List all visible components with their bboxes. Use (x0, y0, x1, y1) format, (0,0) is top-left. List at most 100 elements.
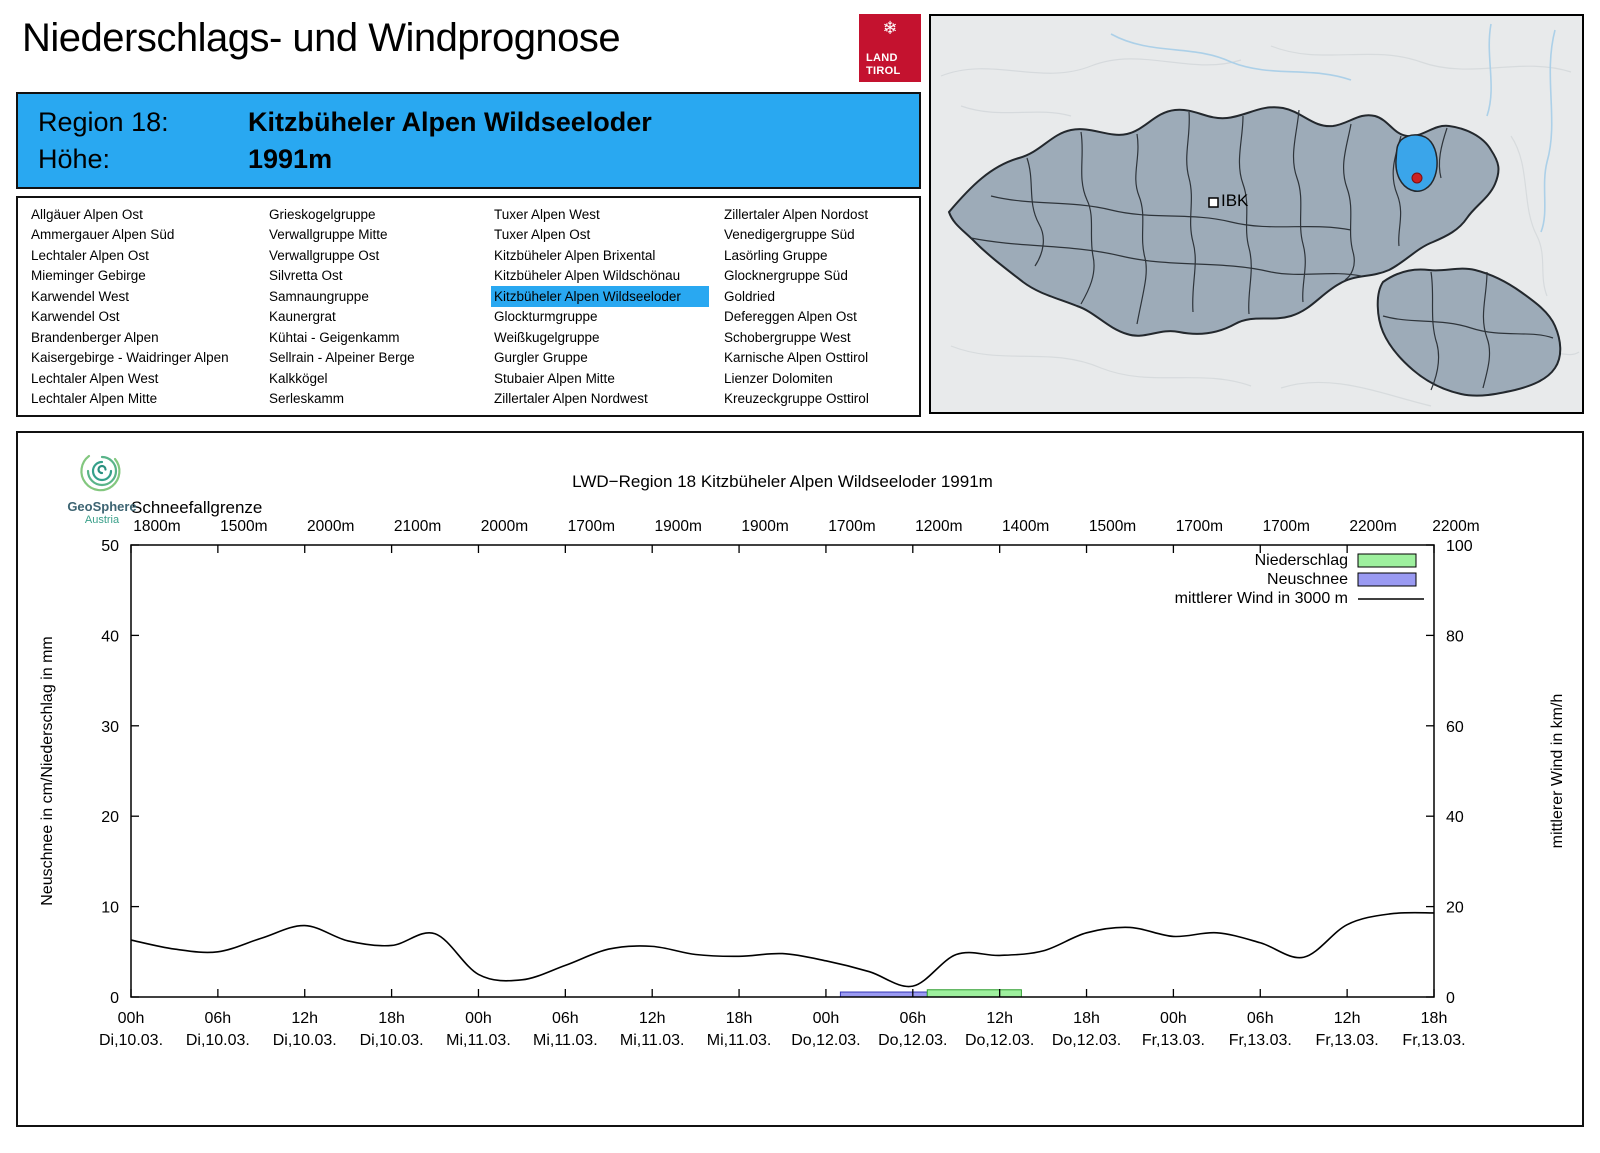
region-list-item[interactable]: Lienzer Dolomiten (724, 370, 833, 386)
y-tick-right: 40 (1446, 809, 1464, 826)
x-tick-time: 12h (1334, 1010, 1361, 1027)
region-list-item[interactable]: Defereggen Alpen Ost (724, 309, 857, 325)
north-tirol-region[interactable] (947, 106, 1500, 337)
region-list-item[interactable]: Weißkugelgruppe (494, 329, 600, 345)
schneefallgrenze-value: 1700m (1176, 518, 1223, 535)
region-list-item[interactable]: Gurgler Gruppe (494, 350, 588, 366)
region-list-item[interactable]: Lechtaler Alpen Mitte (31, 391, 158, 407)
logo-line-land: LAND (866, 52, 898, 65)
y-tick-right: 100 (1446, 538, 1473, 555)
region-list-item[interactable]: Kalkkögel (269, 370, 328, 386)
schneefallgrenze-value: 1500m (1089, 518, 1136, 535)
region-borders (970, 109, 1448, 325)
region-list-item[interactable]: Karnische Alpen Osttirol (724, 350, 869, 366)
forecast-chart: LWD−Region 18 Kitzbüheler Alpen Wildseel… (39, 472, 1566, 1049)
region-list-item[interactable]: Schobergruppe West (724, 329, 851, 345)
x-tick-date: Mi,11.03. (707, 1032, 772, 1049)
region-list-item[interactable]: Stubaier Alpen Mitte (494, 370, 615, 386)
x-tick-time: 12h (291, 1010, 318, 1027)
east-tirol-region[interactable] (1376, 267, 1562, 397)
region-list-item[interactable]: Lasörling Gruppe (724, 247, 828, 263)
east-tirol-outline[interactable] (1376, 267, 1562, 397)
x-tick-time: 12h (639, 1010, 666, 1027)
region-list-item[interactable]: Goldried (724, 288, 776, 304)
region-list-item[interactable]: Lechtaler Alpen Ost (31, 247, 149, 263)
y-tick-left: 0 (110, 990, 119, 1007)
legend-swatch (1357, 572, 1417, 587)
legend-swatch (1357, 553, 1417, 568)
logo-line-tirol: TIROL (866, 64, 901, 77)
x-tick-date: Fr,13.03. (1142, 1032, 1205, 1049)
region-list-item[interactable]: Zillertaler Alpen Nordost (724, 206, 869, 222)
schneefallgrenze-value: 2200m (1349, 518, 1396, 535)
region-list-item[interactable]: Ammergauer Alpen Süd (31, 227, 175, 243)
forecast-chart-panel: GeoSphere Austria LWD−Region 18 Kitzbühe… (16, 431, 1584, 1127)
region-borders-east (1382, 271, 1554, 391)
region-list-item[interactable]: Serleskamm (269, 391, 345, 407)
schneefallgrenze-value: 2000m (481, 518, 528, 535)
region-list-item[interactable]: Grieskogelgruppe (269, 206, 376, 222)
x-tick-time: 00h (465, 1010, 492, 1027)
station-marker-dot (1411, 172, 1423, 184)
region-list-item[interactable]: Zillertaler Alpen Nordwest (494, 391, 648, 407)
chart-title: LWD−Region 18 Kitzbüheler Alpen Wildseel… (572, 472, 993, 491)
x-tick-time: 00h (118, 1010, 145, 1027)
region-list-item[interactable]: Glockturmgruppe (494, 309, 598, 325)
geosphere-logo: GeoSphere Austria (54, 453, 150, 526)
x-tick-date: Fr,13.03. (1316, 1032, 1379, 1049)
region-list-item[interactable]: Allgäuer Alpen Ost (31, 206, 143, 222)
x-tick-time: 18h (726, 1010, 753, 1027)
region-list-item[interactable]: Kaisergebirge - Waidringer Alpen (31, 350, 229, 366)
region-list-item[interactable]: Lechtaler Alpen West (31, 370, 159, 386)
hoehe-label: Höhe: (38, 143, 111, 174)
x-tick-date: Do,12.03. (1052, 1032, 1121, 1049)
schneefallgrenze-value: 2000m (307, 518, 354, 535)
x-tick-time: 00h (813, 1010, 840, 1027)
region-list-item[interactable]: Karwendel Ost (31, 309, 120, 325)
schneefallgrenze-value: 1700m (568, 518, 615, 535)
ibk-label: IBK (1221, 191, 1249, 210)
region-list-item[interactable]: Venedigergruppe Süd (724, 227, 855, 243)
y-tick-left: 40 (101, 628, 119, 645)
schneefallgrenze-value: 1200m (915, 518, 962, 535)
region-list-item[interactable]: Mieminger Gebirge (31, 268, 146, 284)
x-tick-time: 18h (1421, 1010, 1448, 1027)
region-list-item[interactable]: Kreuzeckgruppe Osttirol (724, 391, 869, 407)
region-list-item-selected[interactable]: Kitzbüheler Alpen Wildseeloder (491, 286, 709, 307)
ibk-square-marker (1208, 197, 1219, 208)
region-list-item[interactable]: Kühtai - Geigenkamm (269, 329, 400, 345)
city-marker-ibk: IBK (1208, 191, 1249, 210)
x-tick-date: Di,10.03. (360, 1032, 424, 1049)
plot-frame (130, 544, 1435, 998)
schneefallgrenze-label: Schneefallgrenze (131, 498, 262, 517)
x-tick-date: Do,12.03. (791, 1032, 860, 1049)
region-list-item[interactable]: Brandenberger Alpen (31, 329, 159, 345)
region-list-item[interactable]: Silvretta Ost (269, 268, 343, 284)
region-label: Region 18: (38, 106, 169, 137)
x-tick-time: 06h (899, 1010, 926, 1027)
y-tick-right: 0 (1446, 990, 1455, 1007)
region-list-item[interactable]: Verwallgruppe Mitte (269, 227, 388, 243)
tirol-map[interactable]: IBK (929, 14, 1584, 414)
region-list-item[interactable]: Kitzbüheler Alpen Brixental (494, 247, 656, 263)
y-tick-left: 30 (101, 719, 119, 736)
north-tirol-outline[interactable] (947, 106, 1500, 337)
schneefallgrenze-value: 1900m (654, 518, 701, 535)
hoehe-value: 1991m (248, 143, 333, 174)
x-tick-date: Fr,13.03. (1229, 1032, 1292, 1049)
region-list-item[interactable]: Tuxer Alpen Ost (494, 227, 591, 243)
x-tick-time: 06h (552, 1010, 579, 1027)
x-tick-date: Do,12.03. (965, 1032, 1034, 1049)
selected-region-highlight[interactable] (1395, 134, 1438, 192)
region-list-item[interactable]: Kaunergrat (269, 309, 336, 325)
region-list-item[interactable]: Verwallgruppe Ost (269, 247, 380, 263)
region-list-item[interactable]: Tuxer Alpen West (494, 206, 600, 222)
region-list-item[interactable]: Glocknergruppe Süd (724, 268, 848, 284)
region-list-item[interactable]: Kitzbüheler Alpen Wildschönau (494, 268, 681, 284)
x-tick-date: Mi,11.03. (533, 1032, 598, 1049)
y-tick-left: 50 (101, 538, 119, 555)
x-tick-date: Fr,13.03. (1402, 1032, 1465, 1049)
region-list-item[interactable]: Sellrain - Alpeiner Berge (269, 350, 415, 366)
region-list-item[interactable]: Karwendel West (31, 288, 130, 304)
region-list-item[interactable]: Samnaungruppe (269, 288, 369, 304)
